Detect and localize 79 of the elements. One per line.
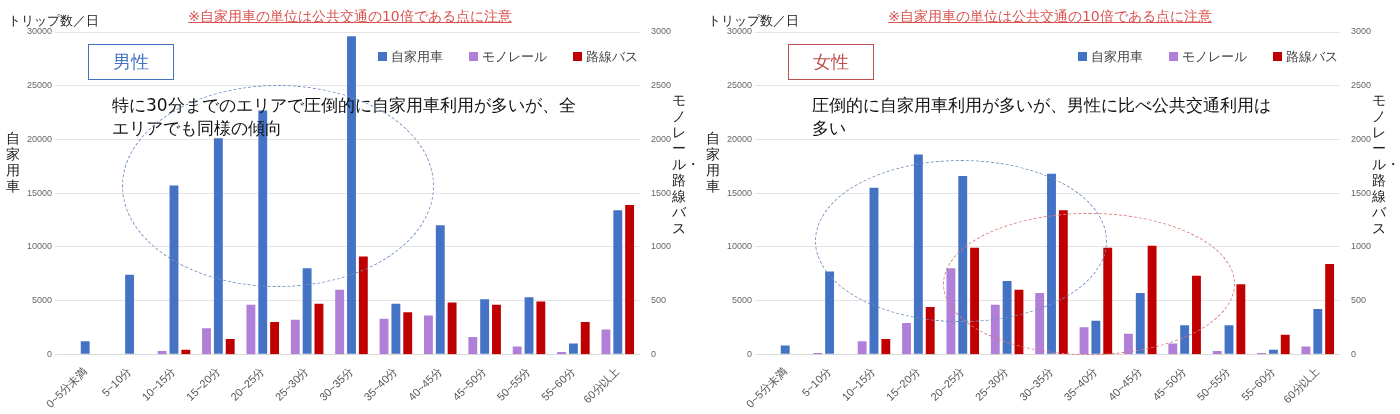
y-tick-label: 15000 [727, 187, 753, 198]
bar [913, 154, 923, 354]
y2-tick-label: 500 [1350, 294, 1367, 305]
y-tick-label: 20000 [727, 133, 753, 144]
y2-tick-label: 2500 [650, 80, 672, 91]
text: モノレール・路線バス [1372, 92, 1400, 236]
legend-label: モノレール [482, 49, 547, 64]
bar [1268, 349, 1278, 354]
bar [1192, 275, 1201, 355]
y2-tick-label: 1500 [1350, 187, 1372, 198]
text: トリップ数／日 [8, 12, 99, 28]
y2-tick-label: 2000 [650, 133, 672, 144]
y-tick-label: 25000 [727, 80, 753, 91]
x-tick-label: 60分以上 [1280, 364, 1322, 406]
bar [335, 289, 345, 355]
chart-title: ※自家用車の単位は公共交通の10倍である点に注意 [888, 8, 1212, 24]
chart-title: ※自家用車の単位は公共交通の10倍である点に注意 [188, 8, 512, 24]
x-tick-label: 60分以上 [580, 364, 622, 406]
y2-tick-label: 1000 [650, 241, 672, 252]
bar [202, 328, 211, 355]
bar [213, 138, 223, 354]
y-axis-title: 自家用車 [6, 130, 21, 194]
legend-label: 自家用車 [1091, 49, 1143, 64]
text: トリップ数／日 [708, 12, 799, 28]
y-tick-label: 15000 [27, 187, 53, 198]
annotation: 女性 [788, 44, 874, 80]
bar [157, 350, 167, 355]
bar [423, 315, 433, 355]
y2-tick-label: 1000 [1350, 241, 1372, 252]
y2-tick-label: 2500 [1350, 80, 1372, 91]
bar [925, 306, 935, 355]
y-tick-label: 0 [747, 348, 753, 359]
y-tick-label: 30000 [27, 26, 53, 37]
bar [512, 346, 522, 355]
bar [125, 274, 135, 354]
y2-tick-label: 3000 [650, 26, 672, 37]
annotation: 圧倒的に自家用車利用が多いが、男性に比べ公共交通利用は多い [812, 94, 1272, 140]
y2-tick-label: 1500 [650, 187, 672, 198]
legend-label: 路線バス [586, 49, 638, 64]
y2-tick-label: 0 [1350, 348, 1356, 359]
bar [857, 341, 867, 355]
bar [246, 304, 256, 355]
y-tick-label: 20000 [27, 133, 53, 144]
y-tick-label: 10000 [727, 241, 753, 252]
legend-label: 路線バス [1286, 49, 1338, 64]
y-axis-title: 自家用車 [706, 130, 721, 194]
bar [435, 225, 445, 354]
x-tick-label: 0~5分未満 [43, 364, 89, 410]
bar [1325, 263, 1335, 355]
bar [902, 323, 911, 355]
x-tick-label: 0~5分未満 [743, 364, 789, 410]
bar [1280, 334, 1290, 355]
bar [270, 321, 280, 355]
y-tick-label: 30000 [727, 26, 753, 37]
y2-tick-label: 500 [650, 294, 667, 305]
y-tick-label: 0 [47, 348, 53, 359]
bar [181, 349, 191, 355]
text: モノレール・路線バス [672, 92, 700, 236]
bar [825, 271, 835, 354]
y-tick-label: 5000 [32, 294, 53, 305]
bar [1103, 247, 1113, 355]
y2-tick-label: 3000 [1350, 26, 1372, 37]
y2-tick-label: 2000 [1350, 133, 1372, 144]
bar [1236, 284, 1246, 355]
bar [358, 256, 368, 355]
bar [881, 339, 891, 355]
bar [1212, 350, 1222, 355]
y-tick-label: 25000 [27, 80, 53, 91]
bar [580, 321, 590, 355]
bar [601, 329, 611, 355]
annotation: 男性 [88, 44, 174, 80]
bar [80, 341, 90, 354]
bar [780, 345, 790, 354]
legend-label: モノレール [1182, 49, 1247, 64]
legend-label: 自家用車 [391, 49, 443, 64]
bar [225, 339, 235, 355]
y-tick-label: 10000 [27, 241, 53, 252]
y2-tick-label: 0 [650, 348, 656, 359]
y-tick-label: 5000 [732, 294, 753, 305]
